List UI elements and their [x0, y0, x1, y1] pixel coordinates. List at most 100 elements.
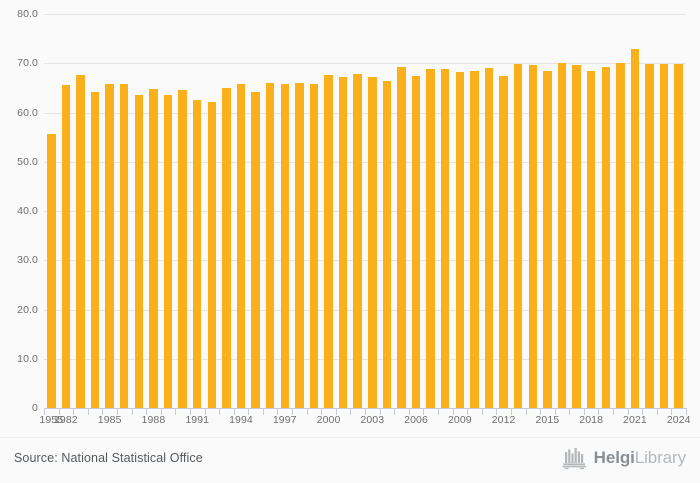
x-axis-tick: [248, 408, 250, 415]
y-axis-tick-label: 40.0: [17, 205, 38, 217]
x-axis-tick: [233, 408, 235, 415]
bar[interactable]: [120, 84, 129, 408]
x-axis-tick-label: 1991: [185, 414, 210, 426]
x-axis-tick: [496, 408, 498, 415]
x-axis-tick: [467, 408, 469, 415]
source-note: Source: National Statistical Office: [14, 451, 203, 465]
bar[interactable]: [543, 71, 552, 408]
bar[interactable]: [368, 77, 377, 408]
x-axis-tick: [335, 408, 337, 415]
bar[interactable]: [178, 89, 187, 408]
x-axis-tick: [481, 408, 483, 415]
x-axis-ticks: [44, 408, 687, 415]
bar[interactable]: [324, 75, 333, 408]
x-axis-tick-label: 2018: [579, 414, 604, 426]
x-axis-tick-label: 1994: [229, 414, 253, 426]
bar[interactable]: [397, 67, 406, 408]
x-axis-tick: [671, 408, 673, 415]
x-axis-tick-label: 2003: [360, 414, 385, 426]
brand-name-primary: Helgi: [593, 448, 635, 467]
x-axis-tick: [306, 408, 308, 415]
bar[interactable]: [47, 133, 56, 408]
brand-name-secondary: Library: [634, 448, 686, 467]
y-axis-tick-label: 20.0: [17, 303, 38, 316]
x-axis-tick: [189, 408, 191, 415]
bar[interactable]: [659, 64, 669, 408]
bar[interactable]: [426, 69, 435, 408]
bar[interactable]: [149, 88, 158, 408]
bar[interactable]: [382, 81, 392, 408]
bar[interactable]: [499, 75, 508, 408]
bar[interactable]: [61, 85, 71, 408]
bar[interactable]: [572, 64, 581, 408]
bar[interactable]: [236, 84, 246, 408]
bar[interactable]: [616, 63, 625, 408]
x-axis-tick: [598, 408, 600, 415]
bar[interactable]: [280, 84, 289, 408]
bar[interactable]: [192, 99, 202, 408]
bar[interactable]: [134, 95, 144, 408]
bar[interactable]: [470, 71, 479, 408]
bar[interactable]: [441, 68, 450, 408]
bar[interactable]: [76, 75, 85, 408]
bar[interactable]: [105, 84, 114, 408]
bar[interactable]: [207, 101, 217, 408]
brand-logo[interactable]: HelgiLibrary: [562, 446, 686, 470]
x-axis-tick-label: 2012: [491, 414, 516, 426]
x-axis-tick: [540, 408, 542, 415]
plot-area: [44, 14, 686, 409]
x-axis-tick-label: 2024: [666, 414, 691, 426]
library-building-icon: [562, 448, 586, 470]
bar[interactable]: [222, 87, 231, 408]
bar[interactable]: [513, 64, 523, 408]
bar[interactable]: [295, 83, 304, 408]
bar[interactable]: [586, 70, 596, 408]
y-axis-tick-label: 60.0: [17, 106, 38, 119]
bar[interactable]: [411, 75, 421, 408]
bar[interactable]: [557, 62, 567, 408]
x-axis-tick: [277, 408, 279, 415]
x-axis-tick-label: 1985: [97, 414, 122, 426]
bar[interactable]: [645, 63, 654, 408]
brand-name: HelgiLibrary: [594, 448, 686, 468]
bar[interactable]: [251, 92, 260, 408]
x-axis-tick-label: 2006: [404, 414, 428, 426]
x-axis-tick: [175, 408, 177, 415]
y-axis-tick-label: 50.0: [17, 155, 38, 168]
x-axis-tick: [87, 408, 89, 415]
bar[interactable]: [90, 91, 100, 408]
x-axis-tick: [160, 408, 162, 415]
x-axis-tick-label: 1988: [141, 414, 166, 426]
bar[interactable]: [601, 67, 610, 408]
x-axis-tick: [686, 408, 687, 415]
x-axis-tick: [58, 408, 60, 415]
x-axis-tick: [365, 408, 366, 415]
x-axis-tick: [262, 408, 264, 415]
x-axis-tick: [583, 408, 585, 415]
x-axis-tick: [350, 408, 352, 415]
y-axis-labels: 0 10.0 20.0 30.0 40.0 50.0 60.0 70.0 80.0: [0, 8, 38, 414]
y-axis-tick-label: 30.0: [17, 254, 38, 267]
x-axis-tick-label: 2000: [316, 414, 341, 426]
x-axis-tick: [321, 408, 323, 415]
bar[interactable]: [674, 63, 683, 408]
bar[interactable]: [265, 83, 275, 408]
bar[interactable]: [528, 64, 538, 408]
bar[interactable]: [353, 73, 362, 408]
footer-divider: [0, 437, 700, 438]
bar[interactable]: [338, 76, 348, 408]
bar[interactable]: [484, 67, 494, 408]
x-axis-tick: [131, 408, 133, 415]
bar[interactable]: [455, 72, 465, 408]
x-axis-tick: [204, 408, 206, 415]
x-axis-tick: [627, 408, 629, 415]
bar[interactable]: [630, 49, 640, 408]
chart-footer: Source: National Statistical Office Helg…: [0, 437, 700, 483]
bar[interactable]: [163, 95, 173, 408]
x-axis-tick-label: 2015: [535, 414, 560, 426]
x-axis-tick-label: 1955: [39, 414, 64, 426]
x-axis-tick: [642, 408, 644, 415]
x-axis-tick: [116, 408, 118, 415]
bar[interactable]: [309, 84, 319, 408]
